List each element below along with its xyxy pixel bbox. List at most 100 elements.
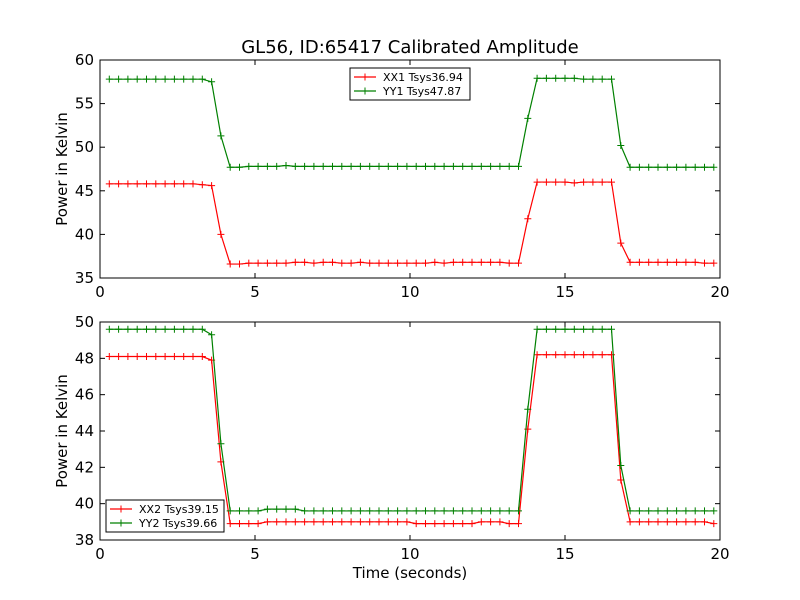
data-point: [645, 518, 653, 526]
data-point: [505, 507, 513, 515]
data-point: [654, 507, 662, 515]
data-point: [254, 520, 262, 528]
series-line: [109, 328, 714, 512]
data-point: [431, 507, 439, 515]
data-point: [217, 230, 225, 238]
data-point: [226, 507, 234, 515]
data-point: [375, 507, 383, 515]
data-point: [347, 507, 355, 515]
series-xx2: [105, 351, 718, 528]
data-point: [375, 162, 383, 170]
data-point: [691, 163, 699, 171]
data-point: [580, 325, 588, 333]
data-point: [161, 325, 169, 333]
data-point: [180, 353, 188, 361]
data-point: [598, 178, 606, 186]
data-point: [161, 180, 169, 188]
legend-marker: [117, 505, 125, 513]
y-tick-label: 50: [75, 313, 94, 331]
data-point: [273, 162, 281, 170]
data-point: [449, 507, 457, 515]
data-point: [645, 163, 653, 171]
data-point: [580, 351, 588, 359]
data-point: [319, 162, 327, 170]
data-point: [533, 178, 541, 186]
data-point: [598, 75, 606, 83]
data-point: [152, 325, 160, 333]
data-point: [180, 180, 188, 188]
data-point: [189, 353, 197, 361]
data-point: [663, 163, 671, 171]
x-tick-label: 15: [555, 545, 574, 563]
x-tick-label: 0: [95, 283, 105, 301]
data-point: [152, 75, 160, 83]
x-tick-label: 10: [400, 283, 419, 301]
data-point: [673, 507, 681, 515]
data-point: [645, 258, 653, 266]
data-point: [710, 520, 718, 528]
data-point: [338, 518, 346, 526]
data-point: [198, 353, 206, 361]
data-point: [245, 520, 253, 528]
data-point: [124, 75, 132, 83]
data-point: [505, 520, 513, 528]
data-point: [329, 518, 336, 526]
legend-box: [349, 67, 471, 101]
data-point: [626, 258, 634, 266]
data-point: [105, 75, 113, 83]
data-point: [477, 258, 485, 266]
data-point: [394, 507, 402, 515]
data-point: [691, 507, 699, 515]
data-point: [561, 351, 569, 359]
data-point: [468, 162, 476, 170]
data-point: [375, 518, 383, 526]
data-point: [356, 162, 364, 170]
data-point: [431, 258, 439, 266]
data-point: [208, 331, 216, 339]
data-point: [124, 353, 132, 361]
data-point: [701, 163, 708, 171]
data-point: [105, 353, 113, 361]
data-point: [124, 325, 132, 333]
data-point: [152, 353, 160, 361]
data-point: [170, 75, 178, 83]
data-point: [589, 325, 597, 333]
data-point: [663, 518, 671, 526]
data-point: [552, 74, 560, 82]
legend-entry-label: XX1 Tsys36.94: [383, 71, 463, 84]
data-point: [329, 507, 336, 515]
data-point: [440, 162, 448, 170]
data-point: [710, 259, 718, 267]
data-point: [301, 507, 309, 515]
data-point: [570, 179, 578, 187]
data-point: [487, 162, 495, 170]
data-point: [654, 518, 662, 526]
data-point: [208, 182, 216, 190]
data-point: [515, 507, 522, 515]
data-point: [487, 507, 495, 515]
data-point: [542, 178, 550, 186]
data-point: [589, 75, 597, 83]
data-point: [449, 162, 457, 170]
y-tick-label: 40: [75, 495, 94, 513]
data-point: [524, 215, 532, 223]
legend-entry-label: YY2 Tsys39.66: [138, 517, 217, 530]
data-point: [152, 180, 160, 188]
data-point: [682, 258, 690, 266]
data-point: [263, 518, 271, 526]
y-axis-label: Power in Kelvin: [53, 374, 71, 488]
data-point: [291, 505, 299, 513]
data-point: [282, 259, 290, 267]
data-point: [366, 507, 374, 515]
data-point: [115, 180, 123, 188]
data-point: [394, 259, 402, 267]
y-tick-label: 45: [75, 182, 94, 200]
data-point: [515, 520, 522, 528]
data-point: [208, 78, 216, 86]
data-point: [384, 518, 392, 526]
data-point: [310, 507, 318, 515]
y-tick-label: 55: [75, 95, 94, 113]
data-point: [468, 520, 476, 528]
data-point: [505, 162, 513, 170]
data-point: [626, 507, 634, 515]
